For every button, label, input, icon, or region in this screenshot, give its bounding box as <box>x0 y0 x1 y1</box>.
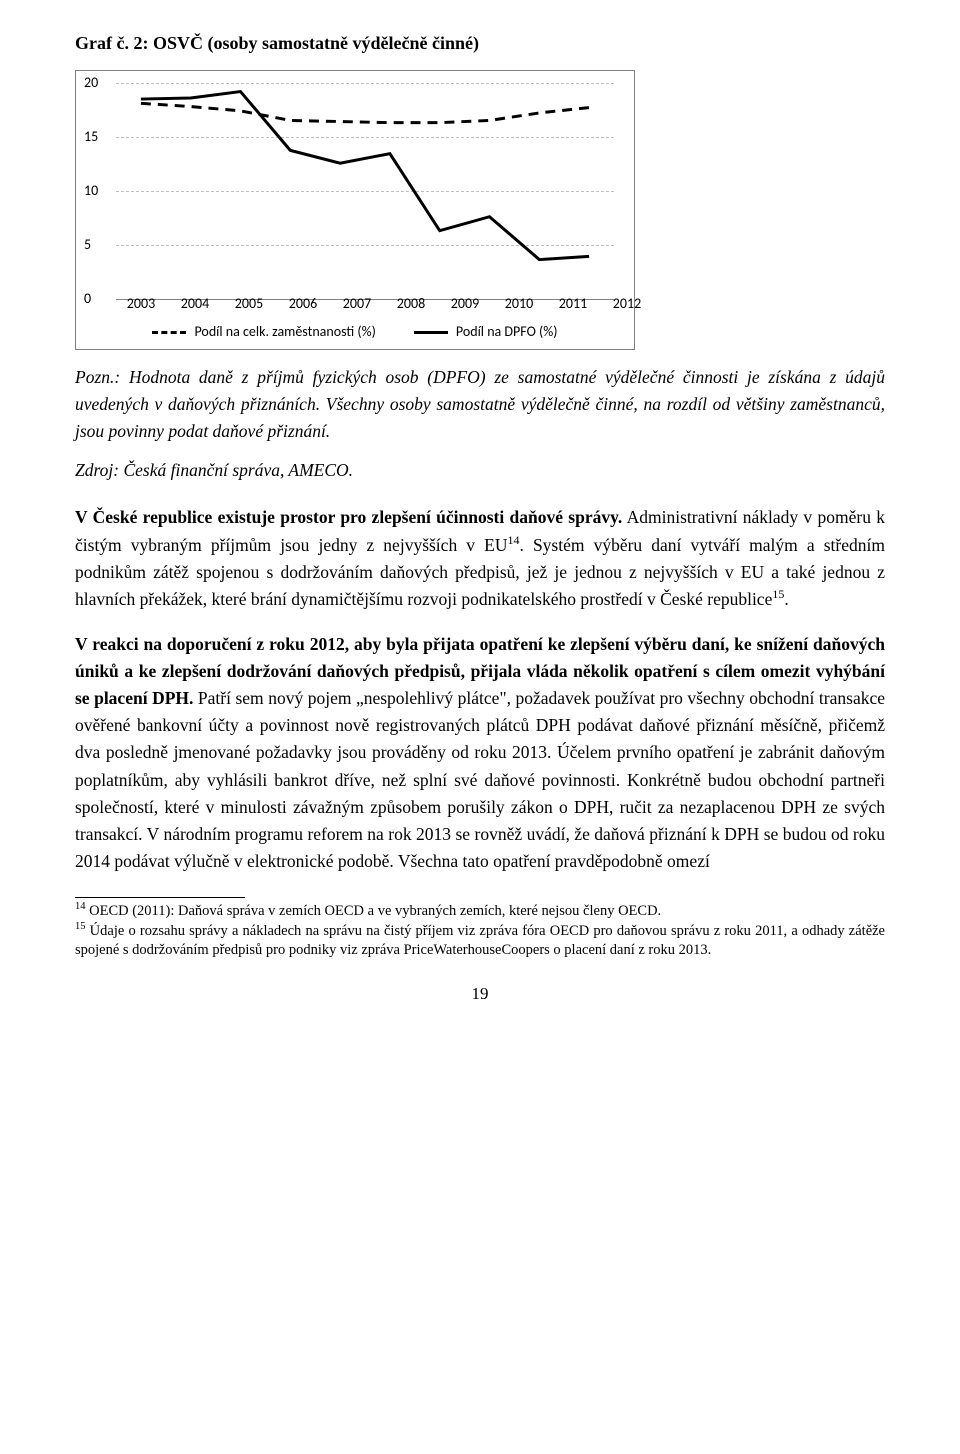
para2-text: Patří sem nový pojem „nespolehlivý plátc… <box>75 688 885 871</box>
para1-text: . <box>784 589 788 609</box>
y-tick-label: 10 <box>84 180 98 202</box>
paragraph-2: V reakci na doporučení z roku 2012, aby … <box>75 631 885 875</box>
chart-container: 20 15 10 5 0 2003 2004 2005 2006 2007 20… <box>75 70 635 350</box>
chart-note: Pozn.: Hodnota daně z příjmů fyzických o… <box>75 364 885 485</box>
legend-item: Podíl na celk. zaměstnanosti (%) <box>152 321 375 343</box>
footnote-marker: 15 <box>75 921 86 932</box>
x-tick-label: 2012 <box>613 293 641 315</box>
legend-swatch-solid <box>414 331 448 334</box>
chart-title: Graf č. 2: OSVČ (osoby samostatně výděle… <box>75 30 885 58</box>
footnote-text: Údaje o rozsahu správy a nákladech na sp… <box>75 923 885 959</box>
y-tick-label: 20 <box>84 72 98 94</box>
note-zdroj: Zdroj: Česká finanční správa, AMECO. <box>75 457 885 484</box>
chart-svg <box>116 83 614 297</box>
paragraph-1: V České republice existuje prostor pro z… <box>75 504 885 613</box>
footnote-separator <box>75 897 245 898</box>
footnote-15: 15 Údaje o rozsahu správy a nákladech na… <box>75 922 885 961</box>
series-dashed <box>141 103 589 122</box>
y-tick-label: 15 <box>84 126 98 148</box>
footnote-text: OECD (2011): Daňová správa v zemích OECD… <box>89 903 661 919</box>
note-pozn: Pozn.: Hodnota daně z příjmů fyzických o… <box>75 364 885 445</box>
para1-bold: V České republice existuje prostor pro z… <box>75 507 622 527</box>
footnote-14: 14 OECD (2011): Daňová správa v zemích O… <box>75 902 885 922</box>
legend-label: Podíl na celk. zaměstnanosti (%) <box>194 321 375 343</box>
page-number: 19 <box>75 981 885 1007</box>
legend-item: Podíl na DPFO (%) <box>414 321 558 343</box>
legend-swatch-dashed <box>152 331 186 334</box>
plot-area <box>116 83 614 297</box>
y-tick-label: 5 <box>84 234 91 256</box>
footnote-marker: 14 <box>75 901 86 912</box>
legend-label: Podíl na DPFO (%) <box>456 321 558 343</box>
chart-legend: Podíl na celk. zaměstnanosti (%) Podíl n… <box>76 321 634 343</box>
footnote-ref-14: 14 <box>507 533 519 547</box>
footnote-ref-15: 15 <box>772 587 784 601</box>
y-tick-label: 0 <box>84 288 91 310</box>
